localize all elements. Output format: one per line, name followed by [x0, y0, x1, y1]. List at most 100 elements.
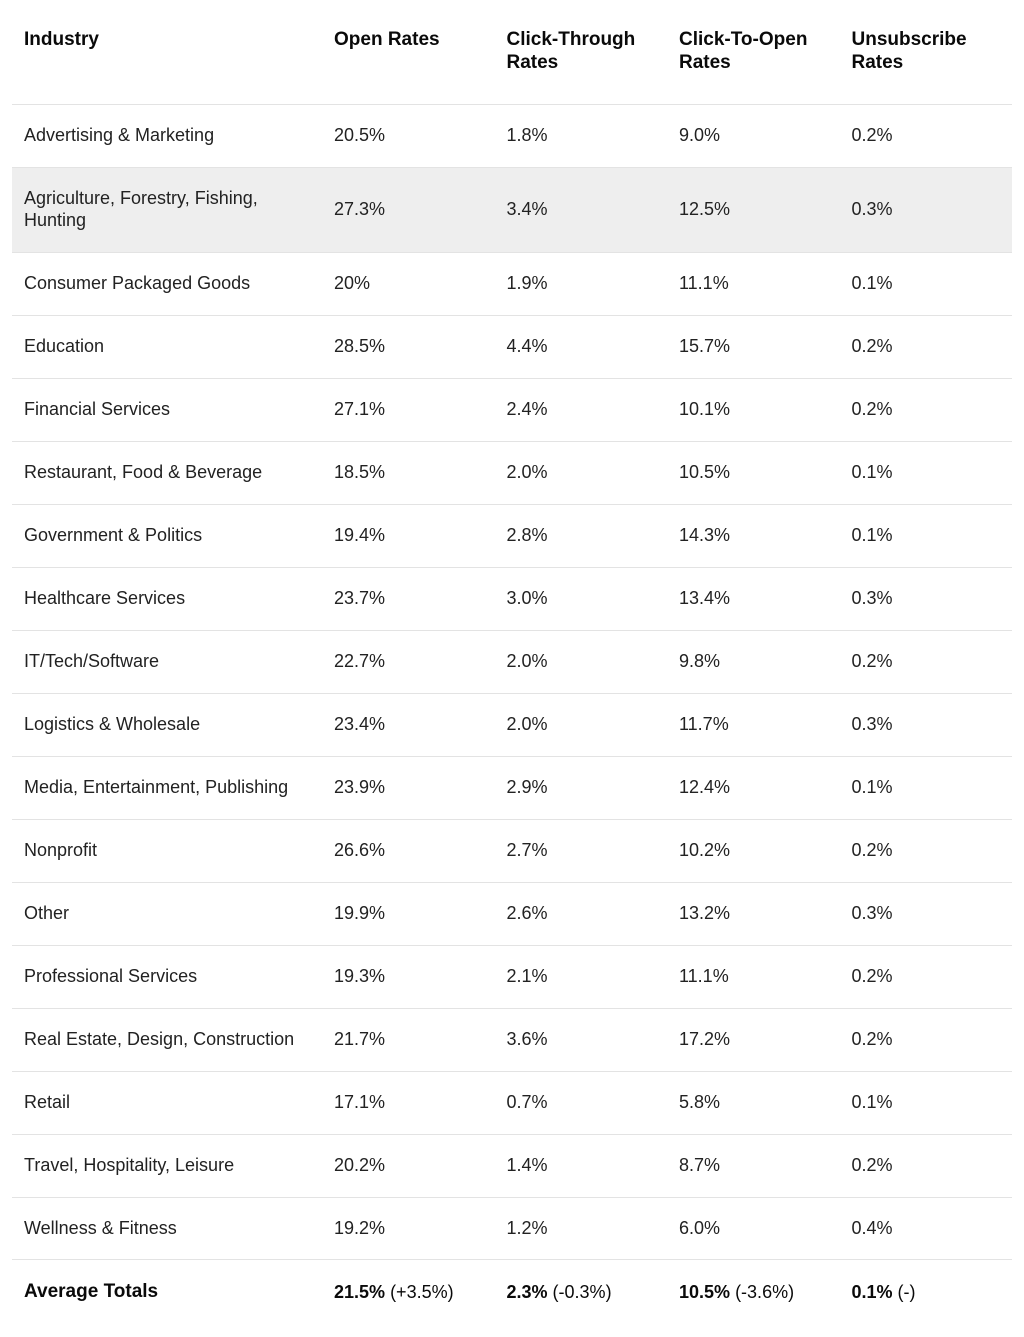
cell-click-to-open-rate: 11.7%	[667, 693, 840, 756]
cell-industry: Government & Politics	[12, 505, 322, 568]
cell-industry: Real Estate, Design, Construction	[12, 1008, 322, 1071]
cell-click-to-open-rate: 5.8%	[667, 1071, 840, 1134]
cell-open-rate: 19.4%	[322, 505, 495, 568]
cell-click-to-open-rate: 10.1%	[667, 379, 840, 442]
cell-open-rate: 26.6%	[322, 819, 495, 882]
cell-open-rate: 27.1%	[322, 379, 495, 442]
cell-unsubscribe-rate: 0.2%	[840, 105, 1013, 168]
cell-click-to-open-rate: 11.1%	[667, 945, 840, 1008]
cell-click-through-rate: 4.4%	[495, 316, 668, 379]
cell-click-to-open-rate: 6.0%	[667, 1197, 840, 1260]
footer-click-to-open-rates: 10.5% (-3.6%)	[667, 1260, 840, 1325]
cell-click-through-rate: 2.4%	[495, 379, 668, 442]
cell-unsubscribe-rate: 0.1%	[840, 253, 1013, 316]
table-row: Real Estate, Design, Construction21.7%3.…	[12, 1008, 1012, 1071]
cell-click-to-open-rate: 12.5%	[667, 168, 840, 253]
table-row: Wellness & Fitness19.2%1.2%6.0%0.4%	[12, 1197, 1012, 1260]
cell-industry: Agriculture, Forestry, Fishing, Hunting	[12, 168, 322, 253]
cell-open-rate: 20.2%	[322, 1134, 495, 1197]
cell-unsubscribe-rate: 0.2%	[840, 316, 1013, 379]
cell-industry: Healthcare Services	[12, 567, 322, 630]
cell-industry: Education	[12, 316, 322, 379]
cell-open-rate: 19.9%	[322, 882, 495, 945]
cell-industry: Consumer Packaged Goods	[12, 253, 322, 316]
table-header-row: Industry Open Rates Click-Through Rates …	[12, 12, 1012, 105]
cell-click-to-open-rate: 17.2%	[667, 1008, 840, 1071]
cell-unsubscribe-rate: 0.2%	[840, 1008, 1013, 1071]
table-row: Agriculture, Forestry, Fishing, Hunting2…	[12, 168, 1012, 253]
cell-industry: Logistics & Wholesale	[12, 693, 322, 756]
cell-unsubscribe-rate: 0.2%	[840, 379, 1013, 442]
cell-industry: Restaurant, Food & Beverage	[12, 442, 322, 505]
cell-click-to-open-rate: 8.7%	[667, 1134, 840, 1197]
footer-click-through-rates: 2.3% (-0.3%)	[495, 1260, 668, 1325]
cell-click-through-rate: 2.9%	[495, 756, 668, 819]
cell-click-through-rate: 1.2%	[495, 1197, 668, 1260]
table-row: Media, Entertainment, Publishing23.9%2.9…	[12, 756, 1012, 819]
table-row: Professional Services19.3%2.1%11.1%0.2%	[12, 945, 1012, 1008]
table-row: Other19.9%2.6%13.2%0.3%	[12, 882, 1012, 945]
cell-unsubscribe-rate: 0.3%	[840, 882, 1013, 945]
cell-open-rate: 27.3%	[322, 168, 495, 253]
table-row: Consumer Packaged Goods20%1.9%11.1%0.1%	[12, 253, 1012, 316]
cell-industry: Wellness & Fitness	[12, 1197, 322, 1260]
cell-industry: Media, Entertainment, Publishing	[12, 756, 322, 819]
cell-click-to-open-rate: 13.4%	[667, 567, 840, 630]
cell-click-to-open-rate: 10.2%	[667, 819, 840, 882]
table-row: IT/Tech/Software22.7%2.0%9.8%0.2%	[12, 630, 1012, 693]
cell-click-through-rate: 2.0%	[495, 693, 668, 756]
cell-open-rate: 20%	[322, 253, 495, 316]
col-header-unsubscribe-rates: Unsubscribe Rates	[840, 12, 1013, 105]
table-row: Travel, Hospitality, Leisure20.2%1.4%8.7…	[12, 1134, 1012, 1197]
cell-click-through-rate: 2.1%	[495, 945, 668, 1008]
cell-click-to-open-rate: 12.4%	[667, 756, 840, 819]
cell-click-to-open-rate: 9.0%	[667, 105, 840, 168]
cell-unsubscribe-rate: 0.1%	[840, 1071, 1013, 1134]
cell-open-rate: 20.5%	[322, 105, 495, 168]
table-row: Healthcare Services23.7%3.0%13.4%0.3%	[12, 567, 1012, 630]
cell-click-through-rate: 2.0%	[495, 442, 668, 505]
cell-open-rate: 23.4%	[322, 693, 495, 756]
cell-click-to-open-rate: 13.2%	[667, 882, 840, 945]
cell-open-rate: 28.5%	[322, 316, 495, 379]
table-row: Logistics & Wholesale23.4%2.0%11.7%0.3%	[12, 693, 1012, 756]
cell-click-through-rate: 2.8%	[495, 505, 668, 568]
cell-click-through-rate: 1.8%	[495, 105, 668, 168]
footer-open-rates: 21.5% (+3.5%)	[322, 1260, 495, 1325]
cell-click-to-open-rate: 11.1%	[667, 253, 840, 316]
table-row: Advertising & Marketing20.5%1.8%9.0%0.2%	[12, 105, 1012, 168]
table-row: Government & Politics19.4%2.8%14.3%0.1%	[12, 505, 1012, 568]
cell-unsubscribe-rate: 0.3%	[840, 168, 1013, 253]
cell-open-rate: 19.3%	[322, 945, 495, 1008]
cell-click-through-rate: 2.6%	[495, 882, 668, 945]
cell-click-to-open-rate: 9.8%	[667, 630, 840, 693]
table-row: Retail17.1%0.7%5.8%0.1%	[12, 1071, 1012, 1134]
cell-open-rate: 23.9%	[322, 756, 495, 819]
table-row: Financial Services27.1%2.4%10.1%0.2%	[12, 379, 1012, 442]
cell-industry: Travel, Hospitality, Leisure	[12, 1134, 322, 1197]
cell-click-through-rate: 3.6%	[495, 1008, 668, 1071]
cell-click-to-open-rate: 15.7%	[667, 316, 840, 379]
cell-open-rate: 22.7%	[322, 630, 495, 693]
cell-industry: Retail	[12, 1071, 322, 1134]
cell-industry: Advertising & Marketing	[12, 105, 322, 168]
table-footer-row: Average Totals 21.5% (+3.5%) 2.3% (-0.3%…	[12, 1260, 1012, 1325]
cell-industry: IT/Tech/Software	[12, 630, 322, 693]
cell-industry: Nonprofit	[12, 819, 322, 882]
table-row: Restaurant, Food & Beverage18.5%2.0%10.5…	[12, 442, 1012, 505]
cell-unsubscribe-rate: 0.2%	[840, 630, 1013, 693]
cell-click-to-open-rate: 14.3%	[667, 505, 840, 568]
cell-unsubscribe-rate: 0.2%	[840, 945, 1013, 1008]
cell-click-through-rate: 0.7%	[495, 1071, 668, 1134]
cell-industry: Other	[12, 882, 322, 945]
cell-unsubscribe-rate: 0.3%	[840, 567, 1013, 630]
cell-open-rate: 23.7%	[322, 567, 495, 630]
footer-unsubscribe-rates: 0.1% (-)	[840, 1260, 1013, 1325]
cell-unsubscribe-rate: 0.1%	[840, 442, 1013, 505]
cell-open-rate: 21.7%	[322, 1008, 495, 1071]
cell-unsubscribe-rate: 0.1%	[840, 756, 1013, 819]
cell-click-through-rate: 2.7%	[495, 819, 668, 882]
cell-unsubscribe-rate: 0.2%	[840, 819, 1013, 882]
cell-open-rate: 17.1%	[322, 1071, 495, 1134]
col-header-open-rates: Open Rates	[322, 12, 495, 105]
